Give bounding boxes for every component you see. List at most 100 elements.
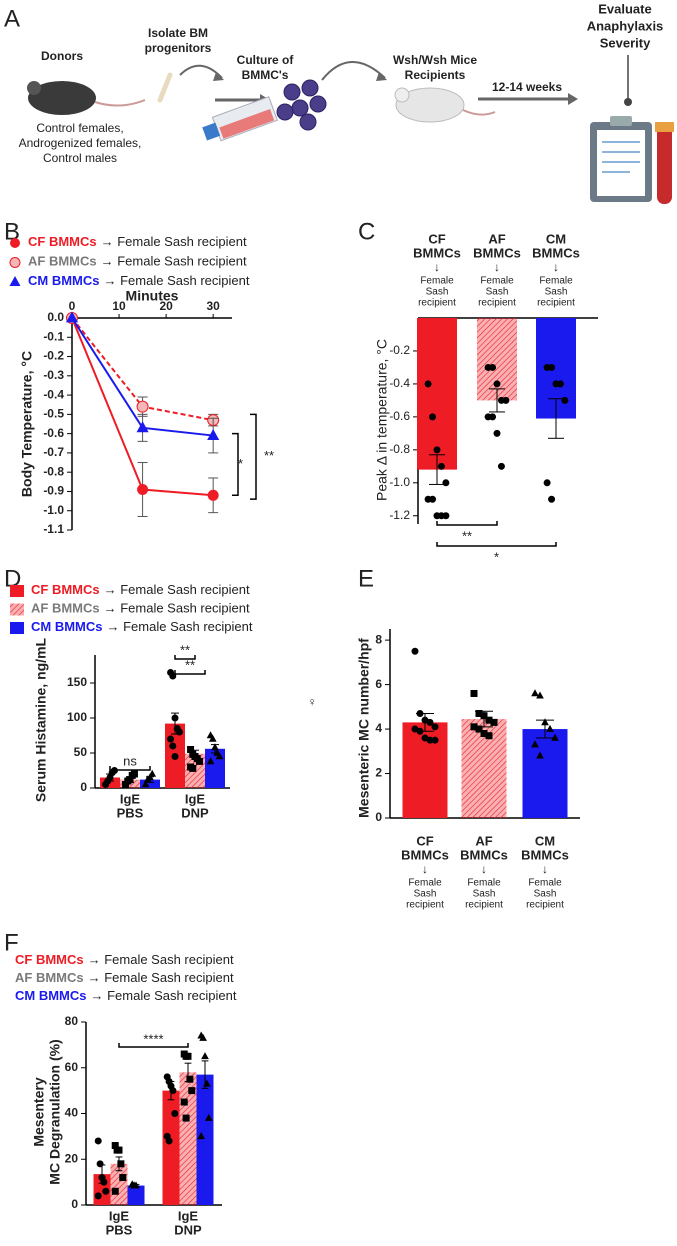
data-point	[489, 413, 497, 421]
data-point	[165, 1137, 173, 1145]
donor-group: Androgenized females,	[19, 136, 142, 150]
legend-name: CF BMMCs	[31, 582, 100, 597]
mouse-ear	[27, 81, 41, 95]
x-tick-label: DNP	[181, 805, 209, 820]
category-label: BMMCs	[413, 245, 461, 260]
data-point	[199, 1033, 207, 1041]
legend-entry: CF BMMCs → Female Sash recipient	[31, 582, 250, 597]
step-label: BMMC's	[242, 68, 289, 82]
y-tick-label: -1.0	[389, 475, 410, 489]
category-note: Sash	[426, 287, 449, 298]
data-point	[171, 753, 179, 760]
y-tick-label: -0.6	[43, 426, 64, 440]
category-note: recipient	[526, 900, 564, 911]
y-tick-label: 0	[375, 810, 382, 824]
y-tick-label: 0.0	[47, 310, 64, 324]
bar	[140, 779, 160, 788]
significance-bracket	[250, 413, 257, 500]
arrowhead	[376, 72, 387, 81]
data-point	[442, 479, 450, 487]
y-tick-label: 100	[67, 710, 87, 724]
y-tick-label: -0.2	[389, 343, 410, 357]
category-note: Female	[528, 878, 562, 889]
y-tick-label: -0.8	[389, 442, 410, 456]
data-point	[426, 718, 434, 726]
data-point	[182, 1114, 190, 1122]
bar	[162, 1090, 180, 1205]
step-label: Isolate BM	[148, 26, 208, 40]
category-arrow: ↓	[422, 862, 428, 876]
legend-entry: CM BMMCs → Female Sash recipient	[31, 619, 253, 634]
data-point	[102, 1187, 110, 1195]
step-label: Recipients	[405, 68, 466, 82]
data-point	[433, 446, 441, 454]
cell	[309, 95, 327, 113]
legend-swatch	[10, 585, 24, 597]
data-point	[531, 689, 539, 697]
cell	[276, 103, 294, 121]
data-point	[195, 757, 203, 765]
cells-icon	[276, 79, 327, 131]
data-point	[148, 769, 157, 777]
arrowhead	[568, 93, 578, 105]
data-point	[169, 742, 177, 750]
data-point	[431, 723, 439, 731]
x-tick-label: IgE	[109, 1208, 130, 1223]
legend-suffix: → Female Sash recipient	[104, 582, 250, 597]
legend-suffix: → Female Sash recipient	[107, 619, 253, 634]
category-label: BMMCs	[473, 245, 521, 260]
significance-label: **	[264, 448, 274, 463]
y-tick-label: -0.4	[43, 387, 64, 401]
data-point	[470, 723, 478, 731]
y-tick-label: -0.9	[43, 484, 64, 498]
y-tick-label: -0.1	[43, 329, 64, 343]
data-point	[111, 1187, 119, 1195]
y-axis-label: Mesenteric MC number/hpf	[356, 638, 372, 818]
legend-entry: AF BMMCs → Female Sash recipient	[31, 601, 250, 616]
data-point	[203, 1079, 211, 1087]
significance-bracket	[436, 521, 498, 526]
flask-cap	[202, 122, 221, 141]
legend-suffix: → Female Sash recipient	[101, 234, 247, 249]
data-point	[546, 724, 554, 732]
y-tick-label: 6	[375, 677, 382, 691]
cell	[291, 99, 309, 117]
y-tick-label: -1.2	[389, 508, 410, 522]
mouse-tail	[462, 109, 496, 116]
legend-name: CM BMMCs	[31, 619, 103, 634]
data-point	[442, 512, 450, 520]
data-point	[485, 732, 493, 740]
category-note: recipient	[465, 900, 503, 911]
data-point	[551, 733, 559, 741]
y-axis-label: MC Degranulation (%)	[47, 1039, 63, 1184]
data-point	[490, 718, 498, 726]
significance-label: **	[185, 657, 195, 672]
category-label: BMMCs	[460, 847, 508, 862]
data-point	[541, 718, 549, 726]
clipboard-clip	[610, 116, 632, 126]
y-tick-label: 20	[65, 1151, 79, 1165]
category-note: recipient	[478, 298, 516, 309]
category-label: CM	[535, 833, 555, 848]
significance-bracket	[109, 766, 151, 771]
data-point	[429, 495, 437, 503]
y-tick-label: -1.1	[43, 522, 64, 536]
data-point	[497, 462, 505, 470]
data-point	[424, 380, 432, 388]
y-tick-label: 2	[375, 766, 382, 780]
significance-label: **	[462, 528, 472, 543]
x-tick-label: 0	[69, 299, 76, 313]
x-tick-label: 20	[159, 299, 173, 313]
data-point	[119, 1174, 127, 1182]
y-axis-label: Body Temperature, °C	[19, 351, 35, 497]
arrow	[321, 61, 386, 81]
stray-symbol: ♀	[308, 695, 317, 709]
legend-suffix: → Female Sash recipient	[101, 254, 247, 269]
legend-suffix: → Female Sash recipient	[104, 273, 250, 288]
pointer-dot	[624, 98, 632, 106]
data-point	[204, 1113, 213, 1121]
arrowhead	[213, 72, 224, 81]
panel-letter: E	[358, 565, 374, 592]
data-point	[502, 396, 510, 404]
donor-group: Control males	[43, 151, 117, 165]
